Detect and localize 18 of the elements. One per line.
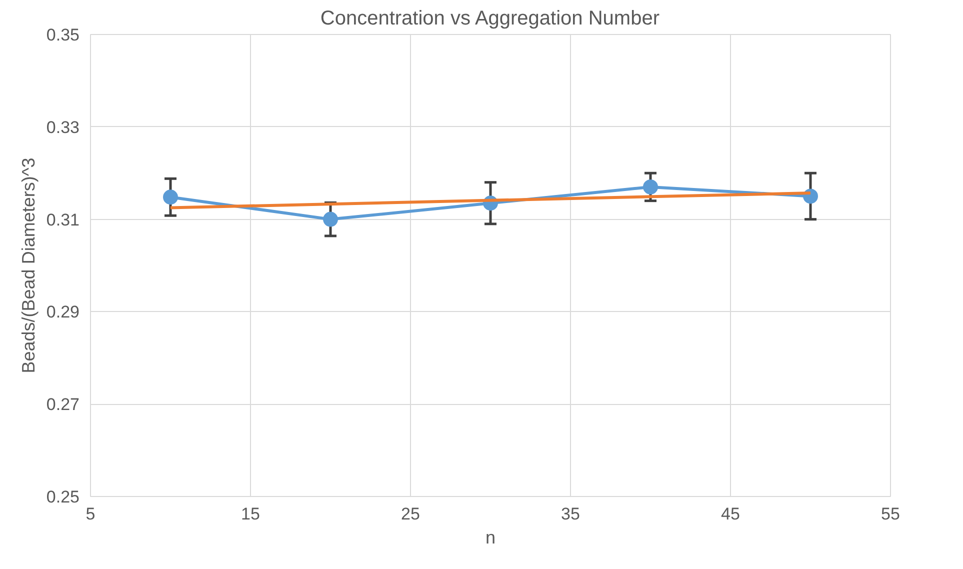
y-tick-label: 0.25 bbox=[46, 488, 80, 506]
y-tick-label: 0.31 bbox=[46, 210, 80, 230]
y-tick-label: 0.27 bbox=[46, 395, 80, 414]
x-tick-label: 45 bbox=[721, 504, 740, 524]
x-tick-label: 15 bbox=[241, 504, 260, 524]
y-tick-label: 0.29 bbox=[46, 302, 80, 322]
chart-title: Concentration vs Aggregation Number bbox=[320, 8, 660, 30]
x-tick-label: 35 bbox=[561, 504, 580, 524]
y-axis-title: Beads/(Bead Diameters)^3 bbox=[18, 158, 38, 374]
y-tick-label: 0.33 bbox=[46, 118, 80, 137]
x-tick-label: 25 bbox=[401, 504, 420, 524]
x-tick-label: 55 bbox=[881, 504, 900, 524]
point bbox=[643, 179, 658, 194]
point bbox=[163, 190, 178, 205]
x-tick-label: 5 bbox=[86, 504, 96, 524]
point bbox=[323, 212, 338, 227]
x-axis-title: n bbox=[485, 528, 496, 548]
y-tick-label: 0.35 bbox=[46, 26, 80, 44]
